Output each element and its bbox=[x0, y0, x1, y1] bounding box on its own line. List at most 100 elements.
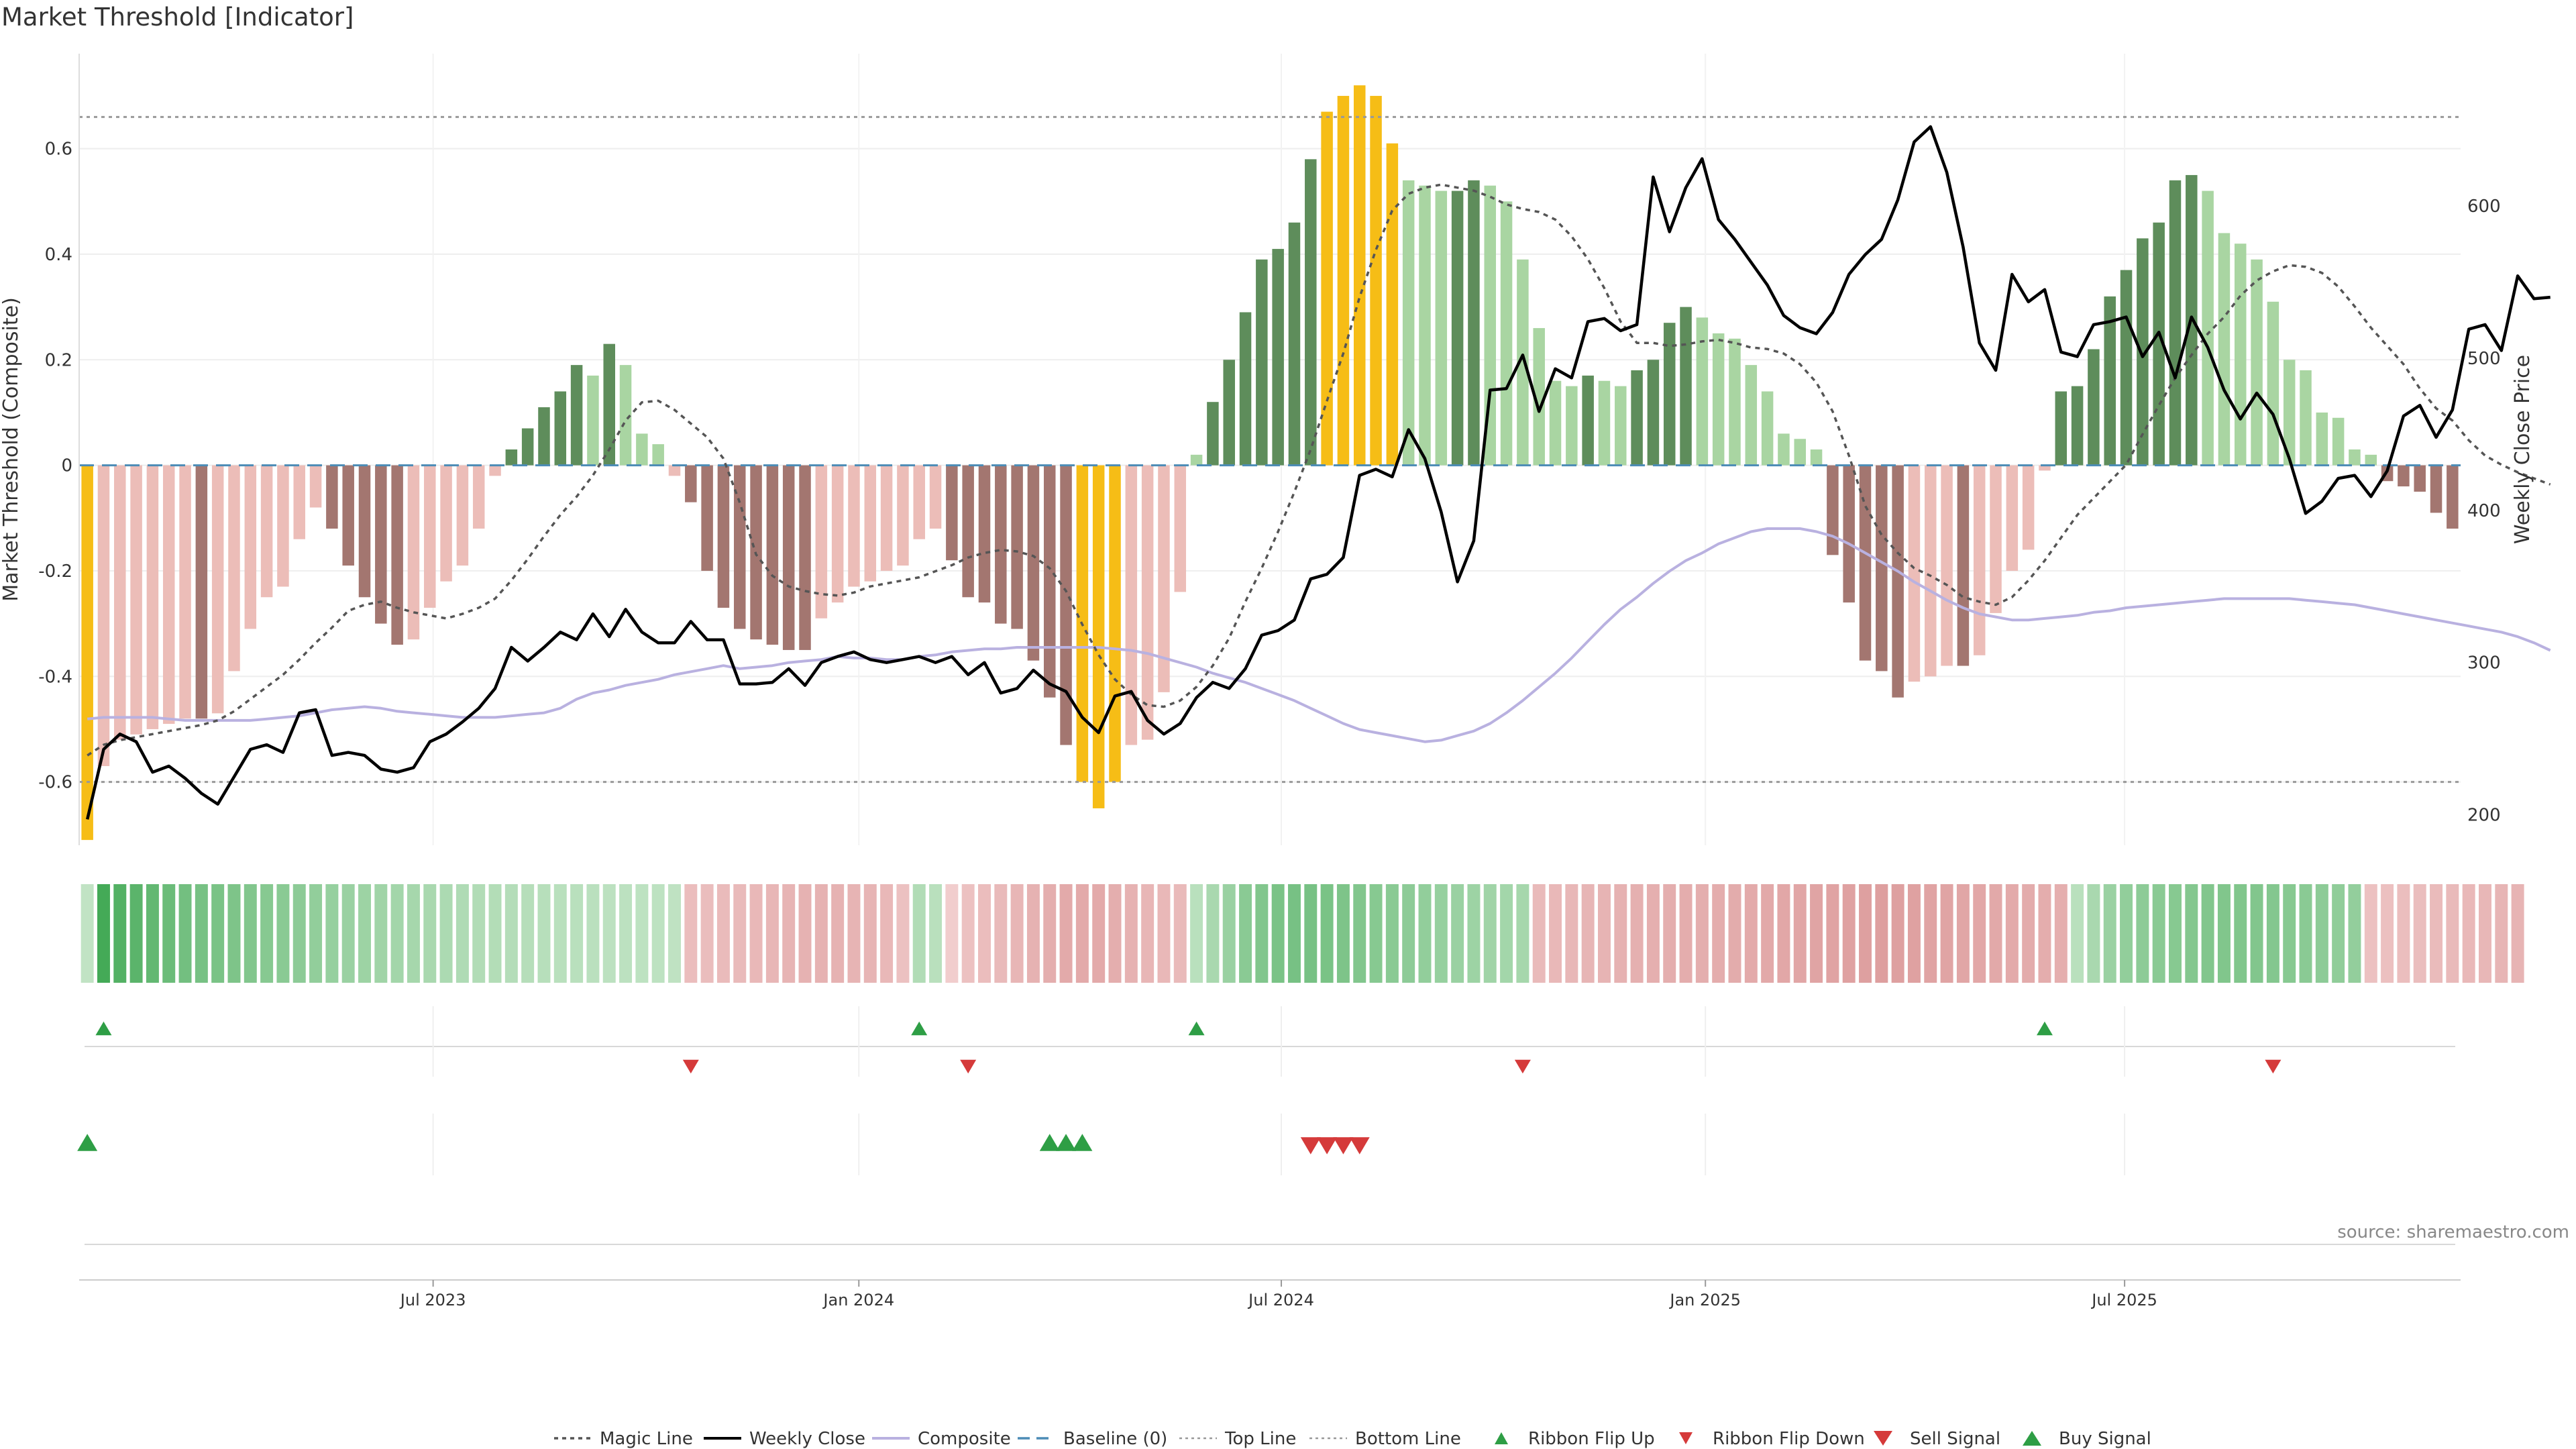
threshold-bar bbox=[260, 465, 273, 598]
threshold-bar bbox=[472, 465, 485, 529]
threshold-bar bbox=[1647, 360, 1660, 466]
ribbon-cell bbox=[2348, 884, 2361, 983]
ribbon-cell bbox=[488, 884, 502, 983]
threshold-bar bbox=[2267, 301, 2279, 466]
legend-label: Magic Line bbox=[600, 1429, 693, 1449]
threshold-bar bbox=[2169, 180, 2182, 466]
threshold-bar bbox=[2218, 233, 2231, 466]
ribbon-flip-down-marker bbox=[682, 1059, 699, 1074]
threshold-bar bbox=[603, 343, 615, 466]
threshold-bar bbox=[1484, 185, 1497, 466]
ribbon-cell bbox=[749, 884, 763, 983]
ribbon-cell bbox=[831, 884, 845, 983]
threshold-bar bbox=[2104, 296, 2116, 466]
ribbon-cell bbox=[1075, 884, 1089, 983]
ribbon-cell bbox=[2217, 884, 2231, 983]
ribbon-cell bbox=[880, 884, 894, 983]
sell-signal-marker bbox=[1333, 1137, 1354, 1155]
threshold-bar bbox=[1043, 465, 1056, 698]
legend-label: Top Line bbox=[1224, 1429, 1296, 1449]
threshold-bar bbox=[244, 465, 257, 629]
threshold-bar bbox=[1223, 360, 1235, 466]
threshold-bar bbox=[1288, 222, 1301, 466]
y-tick-label: 0.2 bbox=[45, 350, 72, 370]
ribbon-cell bbox=[1924, 884, 1937, 983]
threshold-bar bbox=[587, 375, 599, 466]
ribbon-cell bbox=[733, 884, 747, 983]
threshold-bar bbox=[2283, 360, 2296, 466]
threshold-bar bbox=[1941, 465, 1953, 666]
ribbon-cell bbox=[1108, 884, 1122, 983]
threshold-bar bbox=[424, 465, 436, 608]
ribbon-cell bbox=[1989, 884, 2002, 983]
ribbon-cell bbox=[1581, 884, 1595, 983]
ribbon-cell bbox=[292, 884, 306, 983]
ribbon-cell bbox=[129, 884, 143, 983]
threshold-bar bbox=[2398, 465, 2410, 487]
threshold-bar bbox=[1027, 465, 1040, 661]
threshold-bar bbox=[1696, 317, 1709, 466]
x-tick-label: Jan 2024 bbox=[822, 1291, 894, 1309]
legend-label: Buy Signal bbox=[2059, 1429, 2151, 1449]
ribbon-cell bbox=[146, 884, 159, 983]
threshold-bar bbox=[1419, 185, 1431, 466]
threshold-bar bbox=[1843, 465, 1855, 603]
ribbon-cell bbox=[1500, 884, 1513, 983]
ribbon-cell bbox=[1353, 884, 1366, 983]
threshold-bar bbox=[1631, 370, 1643, 466]
legend-swatch-flip-up bbox=[1495, 1432, 1508, 1444]
ribbon-cell bbox=[390, 884, 404, 983]
magic-line bbox=[87, 183, 2551, 757]
ribbon-cell bbox=[2478, 884, 2491, 983]
threshold-bar bbox=[929, 465, 942, 529]
ribbon-flip-down-marker bbox=[1514, 1059, 1531, 1074]
legend-label: Bottom Line bbox=[1355, 1429, 1461, 1449]
threshold-bar bbox=[619, 365, 632, 466]
threshold-bar bbox=[864, 465, 877, 582]
legend-item: Weekly Close bbox=[704, 1429, 865, 1449]
ribbon-cell bbox=[113, 884, 127, 983]
threshold-bar bbox=[81, 465, 93, 841]
threshold-bar bbox=[1158, 465, 1170, 692]
ribbon-cell bbox=[423, 884, 437, 983]
threshold-bar bbox=[2055, 391, 2068, 466]
ribbon-cell bbox=[2087, 884, 2100, 983]
threshold-bar bbox=[1060, 465, 1072, 745]
threshold-bar bbox=[146, 465, 159, 729]
ribbon-cell bbox=[2120, 884, 2133, 983]
threshold-bar bbox=[1957, 465, 1970, 666]
ribbon-cell bbox=[1336, 884, 1350, 983]
legend-item: Ribbon Flip Up bbox=[1495, 1429, 1655, 1449]
ribbon-cell bbox=[1565, 884, 1578, 983]
ribbon-cell bbox=[1092, 884, 1106, 983]
threshold-bar bbox=[1566, 386, 1578, 466]
x-tick-label: Jul 2023 bbox=[399, 1291, 466, 1309]
ribbon-cell bbox=[2005, 884, 2019, 983]
ribbon-flip-down-marker bbox=[2265, 1059, 2282, 1074]
threshold-bar bbox=[2006, 465, 2019, 571]
ribbon-cell bbox=[1206, 884, 1220, 983]
threshold-bar bbox=[2088, 349, 2100, 466]
ribbon-cell bbox=[635, 884, 649, 983]
threshold-bar bbox=[1615, 386, 1627, 466]
ribbon-cell bbox=[765, 884, 779, 983]
threshold-bar bbox=[1321, 111, 1333, 466]
ribbon-cell bbox=[1026, 884, 1040, 983]
ribbon-cell bbox=[1597, 884, 1611, 983]
ribbon-cell bbox=[1255, 884, 1269, 983]
threshold-bar bbox=[554, 391, 567, 466]
ribbon-cell bbox=[260, 884, 274, 983]
threshold-bar bbox=[228, 465, 240, 672]
signal-panels bbox=[77, 1006, 2455, 1245]
ribbon-cell bbox=[912, 884, 926, 983]
threshold-bar bbox=[995, 465, 1007, 624]
ribbon-cell bbox=[1761, 884, 1774, 983]
threshold-bar bbox=[1435, 191, 1448, 466]
ribbon-cell bbox=[1434, 884, 1448, 983]
threshold-bar bbox=[375, 465, 387, 624]
threshold-bar bbox=[1990, 465, 2002, 613]
threshold-bar bbox=[636, 433, 648, 466]
threshold-bar bbox=[1598, 380, 1611, 466]
y-tick-label: 0.6 bbox=[45, 140, 72, 160]
threshold-bar bbox=[114, 465, 126, 740]
